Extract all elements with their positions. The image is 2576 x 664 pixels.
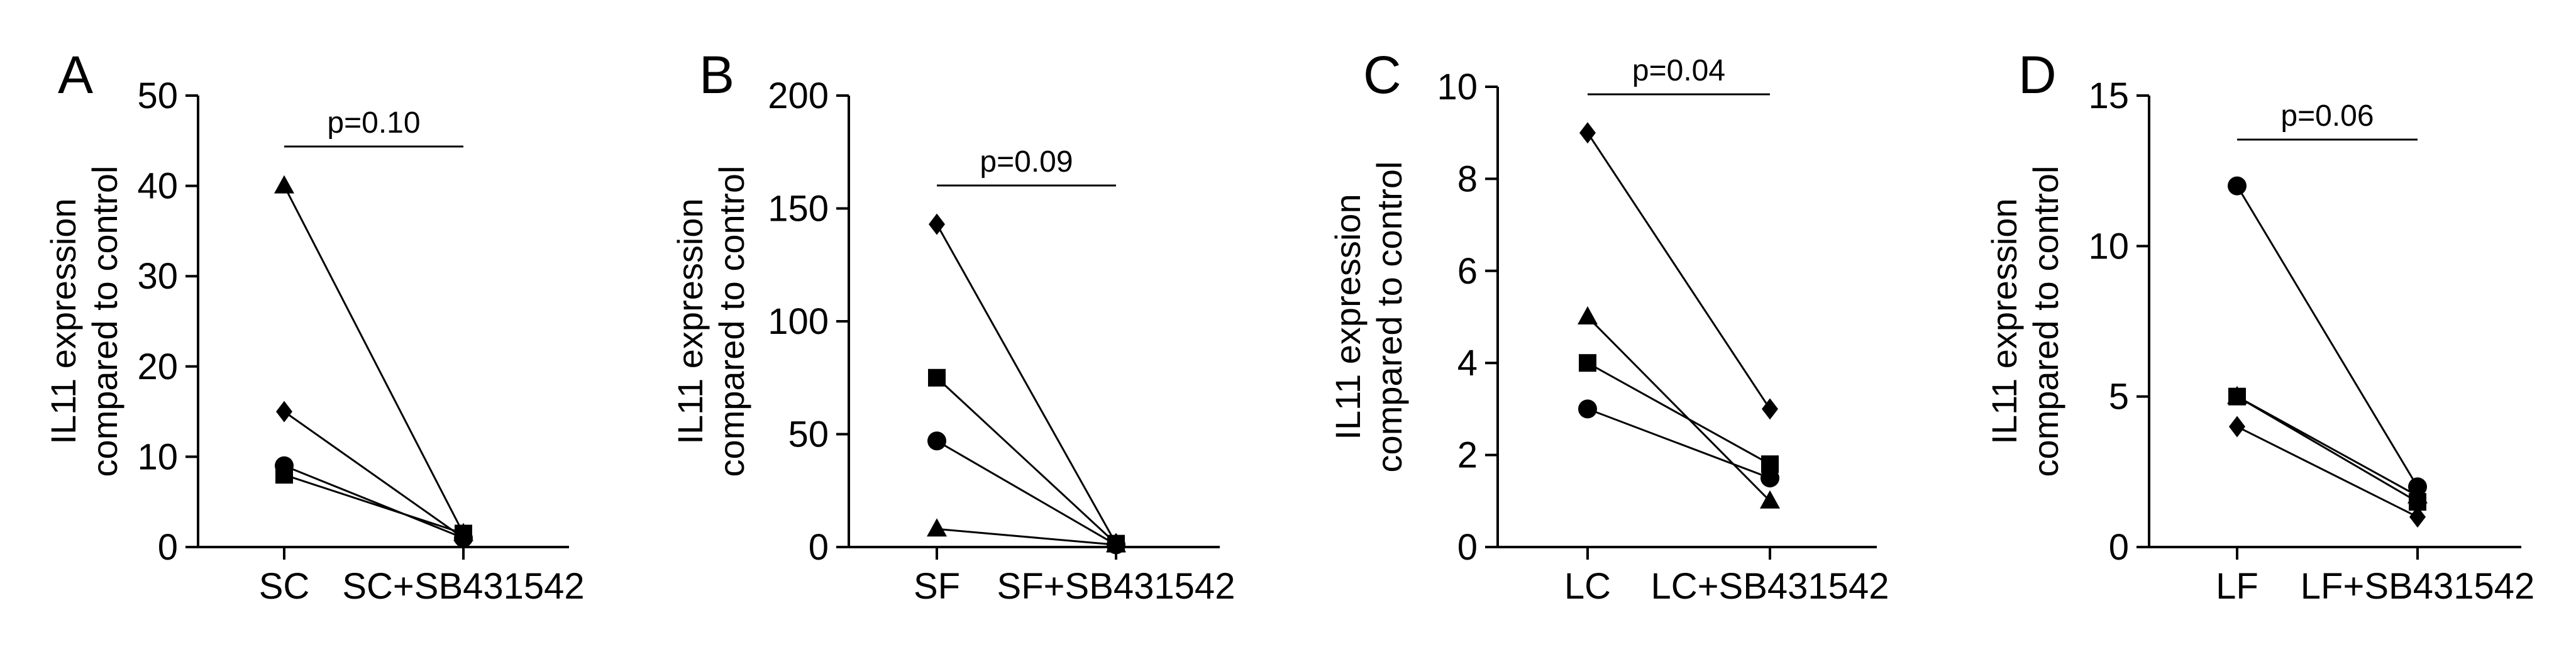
y-axis-label: IL11 expression compared to control <box>1984 166 2065 477</box>
y-tick-label: 2 <box>1457 435 1478 476</box>
circle-marker <box>1578 399 1597 419</box>
y-tick-label: 4 <box>1457 343 1478 384</box>
panel-b: B 0 50 100 150 200 SF SF+SB431542 IL11 expressio… <box>670 45 1235 607</box>
paired-line <box>284 473 464 534</box>
paired-line <box>1587 407 1771 479</box>
triangle-marker <box>927 518 947 537</box>
y-axis-label-line: IL11 expression <box>1984 198 2024 444</box>
x-tick-label: LF <box>2216 566 2258 607</box>
panel-a: A 0 10 20 30 40 50 SC SC+SB431542 IL11 expression… <box>43 45 585 607</box>
square-marker <box>1579 354 1596 372</box>
panel-letter: B <box>699 45 734 104</box>
x-tick-label: LC <box>1564 566 1611 607</box>
y-tick-label: 100 <box>768 301 829 342</box>
x-tick-label: SC <box>259 566 310 607</box>
paired-line <box>936 528 1117 546</box>
circle-marker <box>2228 176 2247 196</box>
diamond-marker <box>1579 122 1596 144</box>
y-axis-label-line: IL11 expression <box>670 198 710 444</box>
paired-line <box>1586 132 1771 410</box>
p-value-label: p=0.09 <box>980 145 1073 179</box>
panel-d: D 0 5 10 15 LF LF+SB431542 IL11 expression compa… <box>1984 45 2535 607</box>
y-tick-label: 0 <box>158 527 178 568</box>
triangle-marker <box>1760 490 1780 509</box>
x-tick-label: LC+SB431542 <box>1651 566 1889 607</box>
y-axis-label-line: compared to control <box>2026 166 2065 477</box>
diamond-marker <box>2409 506 2426 528</box>
p-value-label: p=0.06 <box>2280 99 2374 133</box>
y-tick-label: 8 <box>1457 158 1478 199</box>
x-tick-label: LF+SB431542 <box>2301 566 2535 607</box>
y-tick-label: 200 <box>768 75 829 116</box>
x-tick-label: SF <box>914 566 960 607</box>
x-tick-label: SC+SB431542 <box>342 566 584 607</box>
y-axis-label-line: compared to control <box>1369 162 1409 473</box>
circle-marker <box>1761 468 1779 488</box>
triangle-marker <box>1578 306 1598 324</box>
y-tick-label: 50 <box>137 75 178 116</box>
triangle-marker <box>2407 485 2428 504</box>
panel-letter: A <box>58 45 93 104</box>
y-axis-label-line: IL11 expression <box>1328 194 1368 440</box>
y-tick-label: 0 <box>809 527 829 568</box>
y-tick-label: 0 <box>1457 527 1478 568</box>
y-axis-label: IL11 expression compared to control <box>670 166 751 477</box>
paired-line <box>936 223 1117 545</box>
y-tick-label: 10 <box>2088 226 2129 267</box>
paired-line <box>2236 185 2419 488</box>
square-marker <box>928 368 946 387</box>
paired-line <box>284 411 464 539</box>
y-tick-label: 50 <box>788 414 829 455</box>
triangle-marker <box>2227 385 2247 404</box>
square-marker <box>275 466 293 484</box>
x-tick-label: SF+SB431542 <box>997 566 1235 607</box>
square-marker <box>455 524 472 543</box>
diamond-marker <box>276 401 292 423</box>
y-tick-label: 5 <box>2109 377 2129 418</box>
y-tick-label: 150 <box>768 189 829 230</box>
y-tick-label: 10 <box>137 436 178 477</box>
y-axis-label: IL11 expression compared to control <box>1328 162 1409 473</box>
panel-letter: D <box>2018 45 2057 104</box>
panel-c: C 0 2 4 6 8 10 LC LC+SB431542 IL11 expression comp… <box>1328 45 1889 607</box>
y-tick-label: 10 <box>1437 67 1478 108</box>
triangle-marker <box>1106 534 1126 553</box>
paired-line <box>2236 426 2418 518</box>
paired-line <box>1587 362 1771 465</box>
diamond-marker <box>1762 398 1778 420</box>
y-tick-label: 15 <box>2088 75 2129 116</box>
circle-marker <box>927 431 946 451</box>
paired-line <box>283 185 465 534</box>
y-tick-label: 40 <box>137 166 178 207</box>
p-value-label: p=0.04 <box>1632 54 1725 87</box>
paired-line <box>936 377 1117 545</box>
paired-line <box>1586 316 1771 502</box>
triangle-marker <box>274 175 294 194</box>
diamond-marker <box>2229 416 2245 438</box>
y-axis-label-line: compared to control <box>85 166 124 477</box>
y-tick-label: 30 <box>137 256 178 297</box>
y-axis-label-line: IL11 expression <box>43 198 83 444</box>
y-axis-label-line: compared to control <box>712 166 751 477</box>
p-value-label: p=0.10 <box>327 106 420 140</box>
panel-letter: C <box>1363 45 1401 104</box>
paired-line <box>284 465 464 540</box>
y-tick-label: 20 <box>137 346 178 387</box>
y-tick-label: 6 <box>1457 251 1478 292</box>
y-axis-label: IL11 expression compared to control <box>43 166 124 477</box>
y-tick-label: 0 <box>2109 527 2129 568</box>
paired-line <box>2236 396 2418 497</box>
paired-line <box>936 440 1117 546</box>
diamond-marker <box>929 213 945 235</box>
